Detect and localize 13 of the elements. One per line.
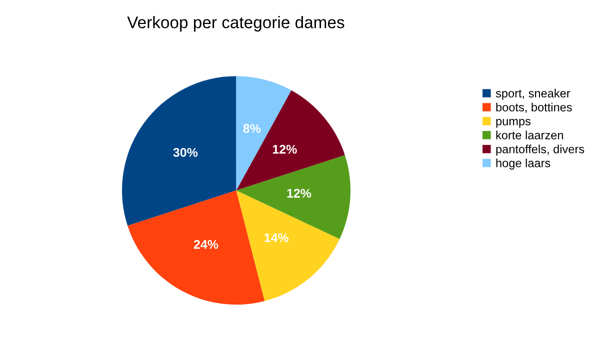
legend-label: hoge laars [496,158,550,170]
data-label: 8% [243,124,261,133]
data-label: 12% [272,144,297,154]
legend-label: pantoffels, divers [496,144,584,156]
data-label: 12% [287,188,312,198]
legend-label: boots, bottines [496,102,572,113]
data-label: 30% [173,148,198,157]
legend-label: pumps [496,118,531,128]
data-label: 24% [194,240,218,249]
chart-title: Verkoop per categorie dames [127,16,344,32]
legend-label: sport, sneaker [496,88,570,100]
data-label: 14% [264,233,288,242]
legend-label: korte laarzen [496,130,563,140]
